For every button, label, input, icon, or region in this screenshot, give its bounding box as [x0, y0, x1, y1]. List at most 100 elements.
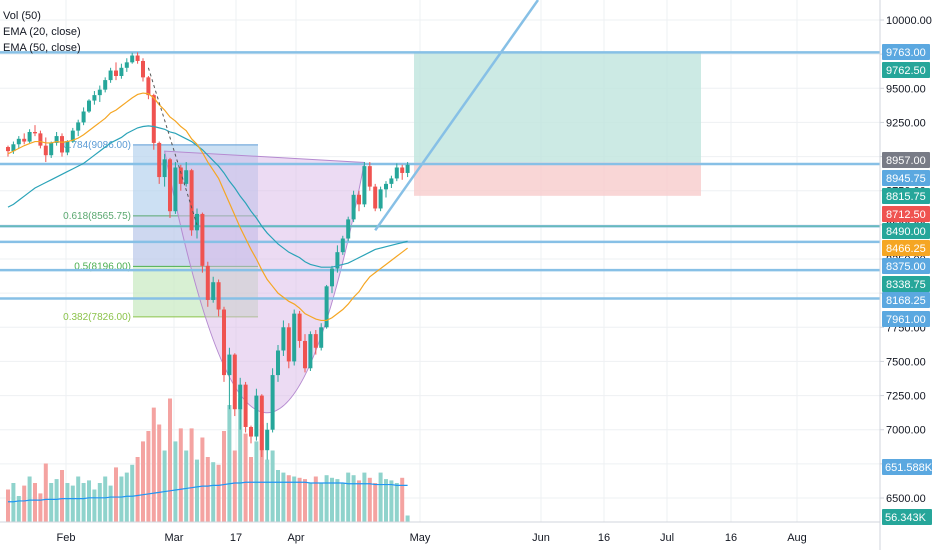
- candle-body: [384, 183, 388, 190]
- price-badge-label: 8490.00: [886, 226, 926, 238]
- price-badge: [882, 62, 930, 78]
- volume-bar: [27, 476, 32, 522]
- candle-body: [38, 133, 43, 146]
- candle-body: [157, 142, 162, 178]
- candle-body: [389, 178, 394, 184]
- volume-bar: [178, 428, 183, 522]
- volume-bar: [222, 431, 226, 522]
- candle-body: [119, 67, 124, 76]
- price-badge-label: 8466.25: [886, 243, 926, 255]
- target-zone: [414, 52, 701, 163]
- volume-bar: [151, 407, 156, 522]
- volume-bar: [141, 441, 145, 522]
- candle-body: [340, 238, 345, 253]
- candle-body: [65, 141, 70, 153]
- volume-bar: [232, 450, 237, 522]
- price-tick-label: 9250.00: [886, 117, 926, 129]
- price-badge: [882, 240, 930, 256]
- candle-body: [33, 131, 37, 134]
- candle-body: [400, 167, 405, 173]
- volume-badge-label: 56.343K: [885, 512, 927, 524]
- volume-bar: [346, 472, 351, 522]
- volume-bar: [286, 475, 291, 522]
- volume-bar: [276, 470, 280, 522]
- candlesticks: [6, 52, 410, 460]
- volume-ma-line: [8, 481, 408, 503]
- candle-body: [351, 194, 356, 220]
- volume-bar: [114, 467, 118, 522]
- volume-bar: [184, 450, 189, 522]
- candle-body: [405, 164, 410, 173]
- price-badge-label: 8957.00: [886, 155, 926, 167]
- volume-bar: [351, 475, 356, 522]
- candle-body: [184, 170, 189, 184]
- volume-bar: [319, 483, 324, 522]
- candle-body: [6, 147, 10, 152]
- indicator-label-ema20[interactable]: EMA (20, close): [3, 26, 81, 38]
- volume-bar: [130, 464, 135, 522]
- candle-body: [238, 384, 243, 410]
- candle-body: [243, 384, 248, 427]
- candle-body: [324, 286, 329, 328]
- candle-body: [108, 70, 113, 81]
- volume-bar: [103, 476, 108, 522]
- candle-body: [249, 426, 253, 437]
- time-axis[interactable]: Feb Mar 17 Apr May Jun 16 Jul 16 Aug: [0, 521, 880, 544]
- candle-body: [151, 95, 156, 143]
- time-tick-label: Jun: [532, 532, 550, 544]
- trend-lines[interactable]: [147, 0, 540, 232]
- volume-bar: [97, 483, 102, 522]
- horizontal-levels[interactable]: [0, 51, 880, 300]
- price-axis-bg: [880, 0, 932, 550]
- time-tick-label: 17: [230, 532, 242, 544]
- indicator-label-ema50[interactable]: EMA (50, close): [3, 42, 81, 54]
- volume-bar: [195, 459, 199, 522]
- volume-bar: [211, 462, 216, 522]
- volume-bar: [384, 479, 388, 522]
- candle-body: [70, 130, 75, 142]
- candle-body: [394, 167, 399, 179]
- candle-body: [265, 429, 270, 451]
- volume-bar: [146, 431, 151, 522]
- price-badge-label: 8945.75: [886, 173, 926, 185]
- candle-body: [335, 252, 340, 269]
- price-tick-label: 6500.00: [886, 493, 926, 505]
- candle-body: [227, 354, 232, 376]
- indicator-label-vol[interactable]: Vol (50): [3, 10, 41, 22]
- candle-body: [103, 80, 108, 90]
- candle-body: [308, 334, 313, 369]
- volume-bar: [324, 475, 329, 522]
- volume-bar: [124, 472, 129, 522]
- candle-body: [346, 219, 351, 239]
- volume-bar: [205, 457, 210, 522]
- price-badge-label: 8815.75: [886, 191, 926, 203]
- time-tick-label: Jul: [660, 532, 674, 544]
- candle-body: [195, 213, 199, 231]
- price-badge: [882, 258, 930, 274]
- volume-bar: [297, 477, 302, 522]
- candle-body: [60, 136, 64, 153]
- candle-body: [173, 167, 178, 212]
- volume-bar: [367, 477, 372, 522]
- price-badge: [882, 276, 930, 292]
- candle-body: [205, 265, 210, 300]
- volume-bar: [189, 428, 194, 522]
- volume-bar: [227, 405, 232, 522]
- volume-bar: [216, 464, 221, 522]
- price-tick-label: 9500.00: [886, 83, 926, 95]
- volume-bar: [49, 483, 54, 522]
- volume-bar: [270, 450, 275, 522]
- candle-body: [216, 282, 221, 310]
- fib-level-label: 0.382(7826.00): [63, 312, 131, 323]
- price-tick-label: 10000.00: [886, 15, 932, 27]
- candle-body: [92, 95, 97, 101]
- stop-zone: [414, 162, 701, 196]
- volume-bar: [168, 398, 172, 522]
- cup-pattern[interactable]: [163, 150, 365, 414]
- volume-bar: [265, 459, 270, 522]
- volume-bar: [16, 496, 21, 522]
- volume-bar: [22, 485, 27, 522]
- time-tick-label: 16: [598, 532, 610, 544]
